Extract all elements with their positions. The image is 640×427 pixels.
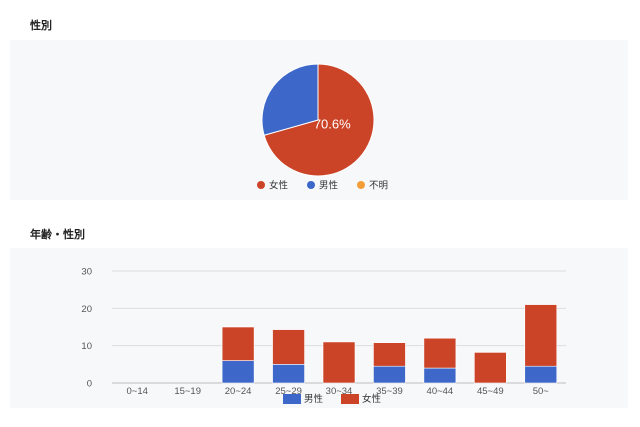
legend-swatch <box>307 181 315 189</box>
bar-male-40-44 <box>423 367 457 384</box>
gender-pie-chart: 70.6% 女性 男性 不明 <box>257 63 388 192</box>
legend-item-unknown: 不明 <box>357 181 388 192</box>
legend-swatch <box>341 394 359 404</box>
legend-item-male: 男性 <box>307 180 339 192</box>
gender-section-title: 性別 <box>30 19 52 32</box>
x-tick-label: 50~ <box>533 386 550 397</box>
x-tick-label: 0~14 <box>127 386 148 397</box>
legend-swatch <box>357 181 365 189</box>
bar-female-25-29 <box>272 329 305 365</box>
legend-item-female: 女性 <box>341 393 382 405</box>
bar-male-25-29 <box>272 364 305 384</box>
x-tick-label: 15~19 <box>174 386 201 397</box>
x-tick-label: 35~39 <box>376 386 403 397</box>
legend-label: 男性 <box>304 393 324 405</box>
gender-pie-chart-card: 70.6% 女性 男性 不明 <box>10 40 628 200</box>
bar-female-35-39 <box>373 342 406 367</box>
legend-item-female: 女性 <box>257 180 289 192</box>
legend-label: 女性 <box>269 180 289 192</box>
pie-slice-male <box>261 63 319 136</box>
legend-swatch <box>283 394 301 404</box>
y-tick-label: 20 <box>81 304 92 315</box>
legend-item-male: 男性 <box>283 393 324 405</box>
bar-female-30-34 <box>322 341 356 384</box>
legend-swatch <box>257 181 265 189</box>
x-tick-label: 25~29 <box>275 386 302 397</box>
age-gender-bar-chart-card: 0 10 20 30 0~14 15~19 20~24 25~29 30~34 35~39 40~4… <box>10 248 628 408</box>
bar-female-40-44 <box>423 337 457 369</box>
legend-label: 不明 <box>369 181 388 192</box>
bar-male-20-24 <box>221 360 255 384</box>
bar-female-20-24 <box>221 326 255 361</box>
x-tick-label: 45~49 <box>477 386 504 397</box>
x-tick-label: 30~34 <box>326 386 353 397</box>
y-tick-label: 0 <box>87 379 92 390</box>
legend-label: 女性 <box>362 393 382 405</box>
y-tick-label: 10 <box>81 341 92 352</box>
x-tick-label: 20~24 <box>225 386 252 397</box>
pie-slice-female <box>263 63 375 177</box>
pie-slice-label: 70.6% <box>314 117 351 132</box>
y-tick-label: 30 <box>81 267 92 278</box>
bar-female-45-49 <box>474 352 507 384</box>
bar-male-35-39 <box>373 365 406 384</box>
x-tick-label: 40~44 <box>427 386 454 397</box>
age-gender-section-title: 年齢・性別 <box>30 228 85 241</box>
bar-male-50 <box>524 365 558 384</box>
age-gender-bar-chart: 0 10 20 30 0~14 15~19 20~24 25~29 30~34 35~39 40~4… <box>81 267 566 405</box>
legend-label: 男性 <box>319 180 339 192</box>
bar-female-50 <box>524 304 558 367</box>
